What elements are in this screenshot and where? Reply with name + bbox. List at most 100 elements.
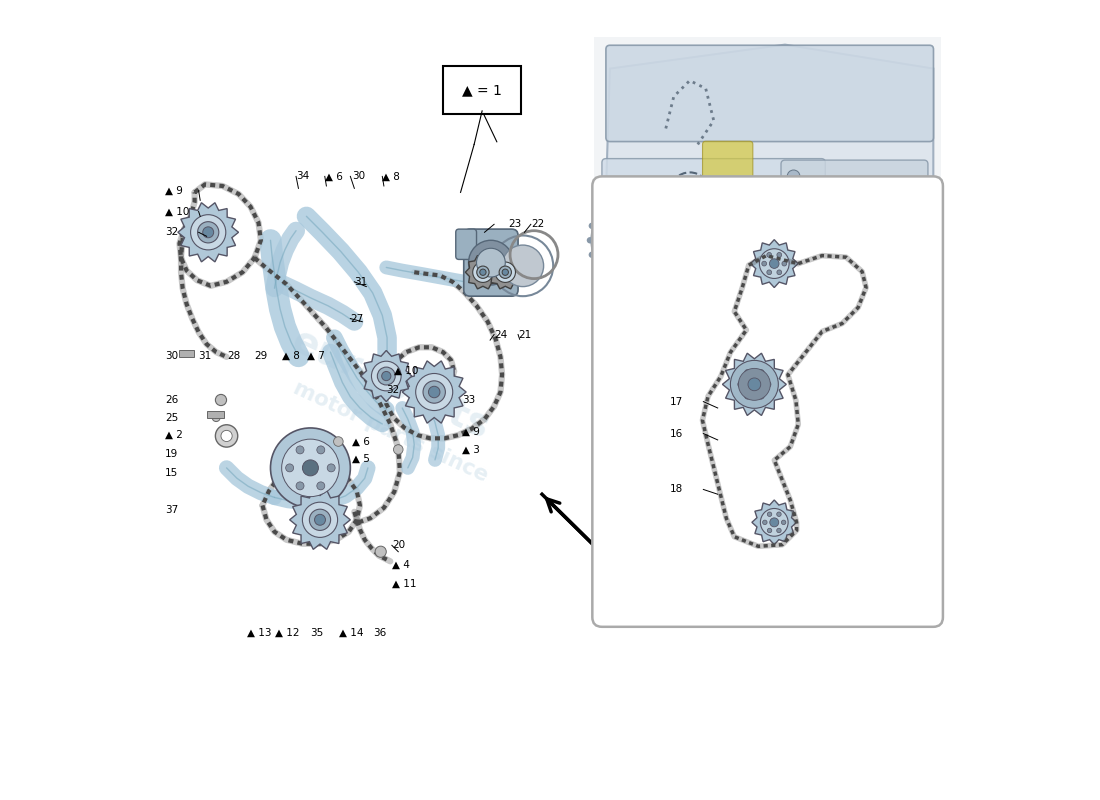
Polygon shape [289,490,350,550]
Text: 26: 26 [165,395,178,405]
Text: 31: 31 [199,351,212,361]
Circle shape [843,298,856,310]
Circle shape [730,360,779,408]
Circle shape [615,189,622,195]
Circle shape [476,248,505,277]
Circle shape [758,393,764,399]
Text: ▲ 8: ▲ 8 [383,171,400,182]
Text: 30: 30 [165,351,178,361]
Text: europarts: europarts [285,322,495,446]
Text: 17: 17 [670,397,683,406]
Circle shape [333,437,343,446]
Circle shape [777,253,782,258]
Text: 27: 27 [350,314,364,323]
Circle shape [594,265,601,271]
Circle shape [588,222,595,229]
Text: ▲ 9: ▲ 9 [165,186,183,196]
Circle shape [372,362,402,391]
Circle shape [216,425,238,447]
Text: motor parts since: motor parts since [289,378,491,486]
Circle shape [603,198,609,204]
Circle shape [607,202,684,278]
Circle shape [416,374,453,410]
Text: ▲ 6: ▲ 6 [324,171,343,182]
Polygon shape [465,255,501,289]
Text: 22: 22 [531,219,544,230]
Circle shape [767,270,771,274]
Circle shape [738,368,770,400]
Circle shape [317,446,324,454]
Text: 36: 36 [373,628,386,638]
Circle shape [469,240,514,285]
Circle shape [429,386,440,398]
Circle shape [691,265,697,271]
Circle shape [592,186,700,294]
Circle shape [615,286,622,292]
Polygon shape [361,350,411,402]
Circle shape [502,269,508,275]
Text: 32: 32 [165,227,178,238]
Polygon shape [487,255,522,289]
FancyBboxPatch shape [602,158,825,340]
Circle shape [745,393,751,399]
Circle shape [424,381,446,403]
Circle shape [375,546,386,558]
Circle shape [499,266,512,278]
Circle shape [671,189,676,195]
Polygon shape [178,202,239,262]
Circle shape [782,262,786,266]
FancyBboxPatch shape [455,229,476,259]
Circle shape [282,439,339,497]
Circle shape [502,245,543,286]
Circle shape [777,512,781,517]
Text: ▲ 10: ▲ 10 [165,206,189,217]
Circle shape [190,214,226,250]
Text: ▲ 10: ▲ 10 [394,366,419,376]
FancyBboxPatch shape [592,176,943,627]
Circle shape [768,528,772,533]
Circle shape [682,198,689,204]
Circle shape [216,394,227,406]
Circle shape [745,370,751,376]
Circle shape [777,528,781,533]
Circle shape [696,251,703,258]
Circle shape [891,266,904,278]
Circle shape [768,512,772,517]
Text: 20: 20 [392,540,405,550]
Text: 32: 32 [386,386,399,395]
Text: 16: 16 [670,429,683,438]
Circle shape [296,446,304,454]
Circle shape [271,428,350,508]
Circle shape [309,509,331,530]
Circle shape [221,430,232,442]
Circle shape [696,222,703,229]
Circle shape [759,249,789,278]
Circle shape [738,381,744,387]
FancyBboxPatch shape [594,37,942,352]
Text: 19: 19 [165,450,178,459]
Circle shape [296,482,304,490]
Text: 28: 28 [228,351,241,361]
Circle shape [473,262,493,282]
Text: 18: 18 [670,485,683,494]
Circle shape [762,520,767,525]
Bar [207,411,224,418]
Polygon shape [403,361,466,423]
Circle shape [763,282,776,294]
Circle shape [628,291,635,298]
Text: ▲ 7: ▲ 7 [307,351,326,361]
Polygon shape [723,354,786,415]
Circle shape [811,250,824,262]
Circle shape [315,514,326,526]
Circle shape [480,269,486,275]
Text: 24: 24 [494,330,507,339]
FancyBboxPatch shape [464,229,518,296]
Text: ▲ 6: ▲ 6 [352,437,370,446]
Circle shape [588,251,595,258]
Text: ▲ 12: ▲ 12 [275,628,300,638]
Circle shape [691,209,697,215]
Circle shape [748,378,761,390]
Circle shape [317,482,324,490]
FancyBboxPatch shape [443,66,521,114]
Circle shape [682,277,689,283]
